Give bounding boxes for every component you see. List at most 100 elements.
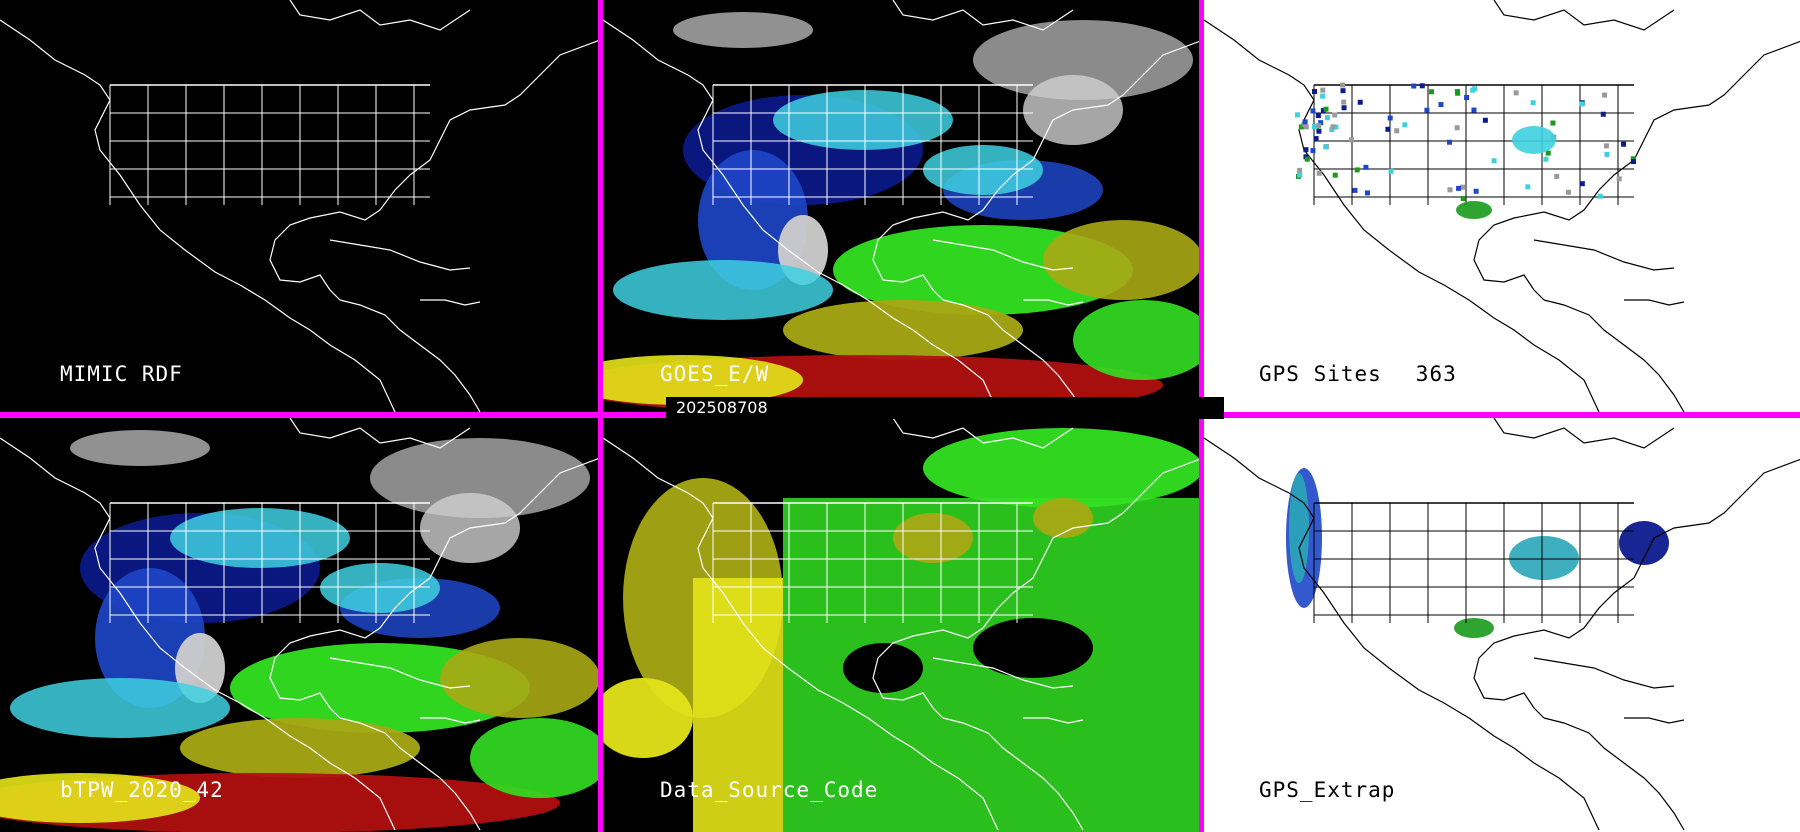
gps-site-marker — [1424, 107, 1430, 113]
coastline — [1624, 299, 1685, 306]
gps-site-marker — [1460, 184, 1466, 190]
coastline — [0, 437, 396, 831]
gps-site-marker — [1315, 113, 1321, 119]
extrap-field — [1289, 473, 1309, 583]
coastline — [932, 657, 1074, 689]
gps-site-marker — [1320, 108, 1326, 114]
gps-site-marker — [1316, 123, 1322, 129]
panel-label-goes-ew: GOES_E/W — [660, 362, 770, 386]
state-borders — [712, 502, 1033, 623]
gps-site-marker — [1387, 115, 1393, 121]
gps-site-marker — [1341, 99, 1347, 105]
gps-sites-title: GPS Sites — [1259, 362, 1382, 386]
coastline — [0, 19, 396, 412]
map-gps-sites — [1204, 0, 1800, 412]
coastline — [420, 717, 481, 724]
gps-site-marker — [1354, 167, 1360, 173]
moisture-field — [773, 90, 953, 150]
moisture-field — [603, 355, 803, 405]
extrap-field — [1619, 521, 1669, 565]
gps-site-marker — [1312, 123, 1318, 129]
gps-site-marker — [1604, 151, 1610, 157]
coastline — [872, 458, 1199, 719]
moisture-field — [320, 563, 440, 613]
gps-site-marker — [1545, 150, 1551, 156]
gps-site-marker — [1491, 158, 1497, 164]
gps-site-marker — [1402, 122, 1408, 128]
coastline — [1533, 239, 1675, 271]
gps-site-marker — [1530, 100, 1536, 106]
gps-site-marker — [1473, 188, 1479, 194]
moisture-field — [1043, 220, 1199, 300]
coastline — [339, 299, 481, 412]
gps-site-marker — [1301, 121, 1307, 127]
gps-site-marker — [1471, 107, 1477, 113]
coastline — [1473, 458, 1800, 719]
coastline — [603, 19, 999, 412]
panel-gps-sites: GPS Sites 363 — [1204, 0, 1800, 412]
gps-site-marker — [1602, 92, 1608, 98]
gps-site-marker — [1464, 95, 1470, 101]
gps-site-marker — [1630, 156, 1636, 162]
gps-site-marker — [1470, 87, 1476, 93]
gps-site-marker — [1316, 128, 1322, 134]
coastline — [1543, 717, 1685, 831]
gps-site-marker — [1447, 187, 1453, 193]
gps-site-marker — [1579, 101, 1585, 107]
coastline-group — [603, 418, 1199, 831]
moisture-field — [440, 638, 598, 718]
state-borders — [1313, 502, 1634, 623]
panel-label-gps-sites: GPS Sites 363 — [1259, 362, 1457, 386]
coastline — [289, 418, 471, 449]
map-btpw — [0, 418, 598, 832]
coastline — [329, 657, 471, 689]
gps-site-marker — [1419, 83, 1425, 89]
no-data-region — [843, 643, 923, 693]
panel-label-data-source-code: Data_Source_Code — [660, 778, 879, 802]
state-borders — [109, 84, 430, 205]
site-cluster — [1456, 201, 1492, 219]
gps-site-marker — [1341, 105, 1347, 111]
coastline — [942, 717, 1084, 831]
coastline — [1493, 0, 1675, 31]
panel-btpw: bTPW_2020_42 — [0, 418, 598, 832]
gps-site-marker — [1304, 156, 1310, 162]
coastline — [942, 299, 1084, 412]
gps-site-marker — [1616, 176, 1622, 182]
source-region — [923, 428, 1199, 508]
map-mimic-rdf — [0, 0, 598, 412]
gps-site-marker — [1513, 90, 1519, 96]
gps-site-marker — [1298, 124, 1304, 130]
gps-site-marker — [1388, 168, 1394, 174]
panel-label-mimic-rdf: MIMIC RDF — [60, 362, 183, 386]
no-data-region — [973, 618, 1093, 678]
gps-site-marker — [1600, 111, 1606, 117]
coastline-group — [0, 0, 598, 412]
coastline — [1533, 657, 1675, 689]
timestamp-bar: 202508708 — [666, 397, 1224, 419]
gps-site-marker — [1554, 173, 1560, 179]
gps-site-marker — [1630, 159, 1636, 165]
gps-site-marker — [1330, 124, 1336, 130]
gps-site-marker — [1332, 172, 1338, 178]
source-region — [693, 578, 783, 832]
gps-site-marker — [1394, 128, 1400, 134]
gps-site-marker — [1565, 189, 1571, 195]
gps-site-marker — [1621, 141, 1627, 147]
moisture-field — [613, 260, 833, 320]
map-data-source-code — [603, 418, 1199, 832]
panel-data-source-code: Data_Source_Code — [603, 418, 1199, 832]
gps-site-marker — [1320, 87, 1326, 93]
gps-site-marker — [1411, 83, 1417, 89]
gps-sites-count: 363 — [1415, 362, 1457, 386]
gps-site-marker — [1313, 136, 1319, 142]
panel-gps-extrap: GPS_Extrap — [1204, 418, 1800, 832]
gps-site-marker — [1454, 89, 1460, 95]
gps-site-marker — [1357, 99, 1363, 105]
coastline-group — [1204, 0, 1800, 412]
site-cluster — [1512, 126, 1556, 154]
moisture-field — [10, 678, 230, 738]
coastline — [932, 239, 1074, 271]
coastline — [1493, 418, 1675, 449]
gps-site-marker — [1447, 139, 1453, 145]
